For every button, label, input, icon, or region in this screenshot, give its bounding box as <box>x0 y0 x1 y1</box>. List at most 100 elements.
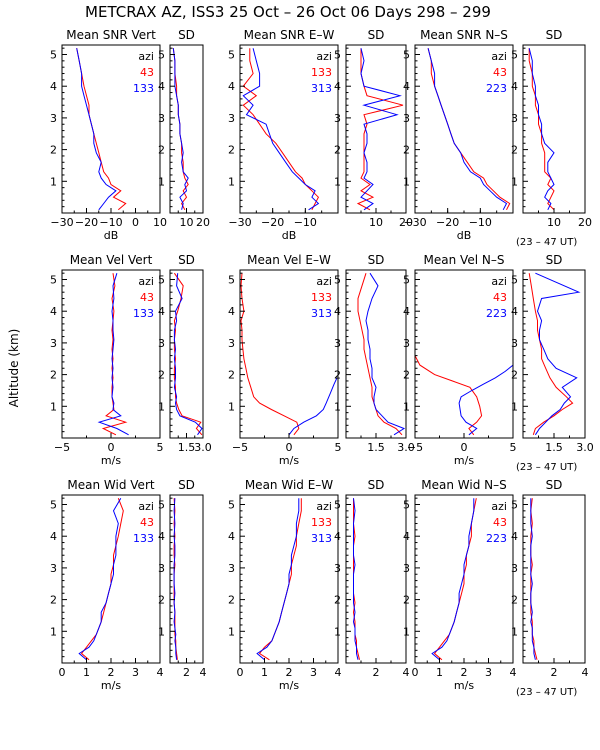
x-tick-label: 4 <box>200 666 207 679</box>
x-tick-label: 0 <box>286 441 293 454</box>
series-line-blue <box>97 273 129 436</box>
legend-entry-red: 43 <box>140 66 154 79</box>
series-line-blue <box>173 498 178 660</box>
legend-entry-red: 133 <box>311 291 332 304</box>
legend-entry-red: 43 <box>140 291 154 304</box>
x-unit-label: dB <box>457 229 472 242</box>
x-tick-label: 3.0 <box>194 441 212 454</box>
legend-header: azi <box>491 500 507 513</box>
panel-title: SD <box>178 253 195 267</box>
y-tick-label: 1 <box>158 175 165 188</box>
y-tick-label: 1 <box>511 625 518 638</box>
chart-panel-2: 1 2 3 4 5 10 20 SD <box>158 28 210 229</box>
x-tick-label: 3.0 <box>397 441 415 454</box>
x-unit-label: m/s <box>279 679 299 692</box>
chart-panel-8: 1 2 3 4 5 1.5 3.0 SD <box>158 253 212 454</box>
y-tick-label: 1 <box>511 175 518 188</box>
panel-title: Mean Wid Vert <box>67 478 154 492</box>
x-tick-label: 1.5 <box>178 441 196 454</box>
legend-header: azi <box>316 50 332 63</box>
y-tick-label: 3 <box>403 337 410 350</box>
y-tick-label: 4 <box>334 305 341 318</box>
series-line-red <box>173 272 203 436</box>
x-tick-label: 4 <box>403 666 410 679</box>
x-tick-label: 4 <box>582 666 589 679</box>
panel-title: SD <box>546 28 563 42</box>
x-tick-label: 10 <box>547 216 561 229</box>
y-tick-label: 2 <box>158 594 165 607</box>
y-tick-label: 3 <box>228 337 235 350</box>
panel-title: Mean Wid E–W <box>245 478 333 492</box>
y-tick-label: 1 <box>334 400 341 413</box>
series-line-blue <box>76 48 117 211</box>
x-tick-label: −5 <box>54 441 70 454</box>
row-1-time-note: (23 – 47 UT) <box>516 237 577 248</box>
chart-panel-18: 1 2 3 4 5 2 4 SD <box>511 478 589 679</box>
x-tick-label: 1 <box>83 666 90 679</box>
y-tick-label: 5 <box>403 274 410 287</box>
x-tick-label: 10 <box>369 216 383 229</box>
panel-title: SD <box>546 253 563 267</box>
chart-panel-4: 1 2 3 4 5 10 20 SD <box>334 28 413 229</box>
legend-header: azi <box>138 275 154 288</box>
series-line-red <box>414 349 483 436</box>
y-tick-label: 5 <box>50 49 57 62</box>
y-tick-label: 5 <box>403 499 410 512</box>
series-line-red <box>528 273 574 435</box>
legend-entry-red: 43 <box>493 291 507 304</box>
y-axis-label: Altitude (km) <box>7 329 21 408</box>
y-tick-label: 4 <box>511 305 518 318</box>
x-unit-label: dB <box>282 229 297 242</box>
panel-title: Mean Vel Vert <box>70 253 153 267</box>
series-line-blue <box>365 272 406 436</box>
plot-frame <box>345 269 407 439</box>
series-line-blue <box>360 48 402 211</box>
x-tick-label: −10 <box>294 216 317 229</box>
series-line-blue <box>530 498 536 660</box>
x-tick-label: 10 <box>153 216 167 229</box>
y-tick-label: 3 <box>334 337 341 350</box>
y-tick-label: 4 <box>334 530 341 543</box>
legend-entry-red: 43 <box>493 516 507 529</box>
series-line-blue <box>458 364 514 436</box>
y-tick-label: 5 <box>511 499 518 512</box>
legend-entry-blue: 133 <box>133 82 154 95</box>
y-tick-label: 1 <box>158 625 165 638</box>
panel-title: SD <box>368 478 385 492</box>
y-tick-label: 2 <box>228 144 235 157</box>
chart-panel-5: 1 2 3 4 5 −30 −20 −10 Mean SNR N–S dB azi 43 223 <box>403 28 514 242</box>
y-tick-label: 2 <box>334 144 341 157</box>
y-tick-label: 4 <box>511 530 518 543</box>
legend-header: azi <box>491 275 507 288</box>
y-tick-label: 2 <box>228 594 235 607</box>
y-tick-label: 2 <box>334 594 341 607</box>
legend-header: azi <box>316 500 332 513</box>
x-unit-label: m/s <box>101 679 121 692</box>
y-tick-label: 2 <box>511 144 518 157</box>
row-3-time-note: (23 – 47 UT) <box>516 687 577 698</box>
y-tick-label: 1 <box>334 625 341 638</box>
series-line-red <box>433 498 477 661</box>
y-tick-label: 2 <box>403 594 410 607</box>
x-tick-label: 0 <box>461 441 468 454</box>
series-line-red <box>101 273 128 436</box>
x-tick-label: 20 <box>196 216 210 229</box>
y-tick-label: 1 <box>50 625 57 638</box>
panel-title: Mean Vel E–W <box>247 253 331 267</box>
x-tick-label: 20 <box>578 216 592 229</box>
series-line-red <box>258 498 302 661</box>
x-tick-label: 3 <box>132 666 139 679</box>
y-tick-label: 5 <box>228 274 235 287</box>
y-tick-label: 2 <box>50 369 57 382</box>
y-tick-label: 4 <box>158 80 165 93</box>
panel-title: Mean SNR Vert <box>66 28 156 42</box>
y-tick-label: 1 <box>228 625 235 638</box>
panel-title: SD <box>368 253 385 267</box>
y-tick-label: 2 <box>511 594 518 607</box>
legend-entry-red: 133 <box>311 66 332 79</box>
